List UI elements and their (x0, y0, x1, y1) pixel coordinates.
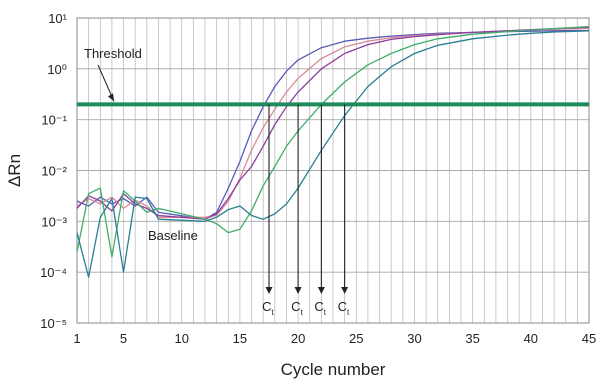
x-tick-label: 1 (73, 331, 80, 346)
x-tick-label: 5 (120, 331, 127, 346)
ct-arrow-head-3 (317, 287, 325, 294)
y-tick-label: 10⁻² (41, 164, 67, 179)
x-tick-label: 45 (582, 331, 596, 346)
x-tick-label: 40 (524, 331, 538, 346)
ct-arrow-head-1 (265, 287, 273, 294)
x-tick-label: 35 (465, 331, 479, 346)
x-tick-label: 20 (291, 331, 305, 346)
baseline-label: Baseline (148, 228, 198, 243)
threshold-label: Threshold (84, 46, 142, 61)
y-tick-label: 10⁰ (47, 62, 67, 77)
y-axis-label: ΔRn (5, 154, 24, 187)
y-tick-label: 10⁻³ (41, 214, 67, 229)
x-tick-label: 15 (233, 331, 247, 346)
x-axis-label: Cycle number (281, 360, 386, 379)
ct-markers: Ct Ct Ct Ct (262, 104, 350, 317)
ct-label-4: Ct (338, 299, 350, 317)
ct-label-2: Ct (291, 299, 303, 317)
y-tick-label: 10⁻⁵ (40, 316, 67, 331)
threshold-layer (77, 64, 589, 107)
threshold-pointer-head (108, 93, 114, 102)
y-tick-label: 10⁻⁴ (40, 265, 67, 280)
plot-area-border (76, 17, 590, 324)
x-tick-label: 10 (174, 331, 188, 346)
ct-label-1: Ct (262, 299, 274, 317)
tick-labels: 1 5 10 15 20 25 30 35 40 4510⁻⁵10⁻⁴10⁻³10⁻²10⁻¹10… (40, 11, 596, 346)
ct-arrow-head-2 (294, 287, 302, 294)
grid (76, 17, 590, 324)
ct-arrow-head-4 (341, 287, 349, 294)
x-tick-label: 30 (407, 331, 421, 346)
x-tick-label: 25 (349, 331, 363, 346)
y-tick-label: 10¹ (48, 11, 67, 26)
y-tick-label: 10⁻¹ (41, 113, 67, 128)
ct-label-3: Ct (314, 299, 326, 317)
